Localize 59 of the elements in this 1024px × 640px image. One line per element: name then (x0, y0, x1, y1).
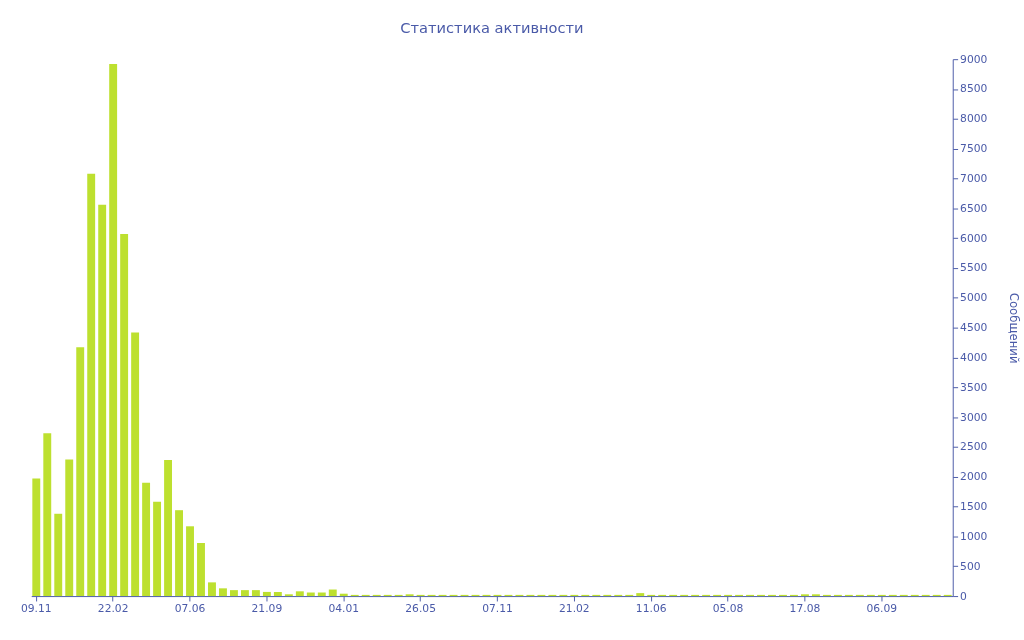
bar (153, 501, 162, 597)
bar (32, 478, 41, 597)
y2-tick-label: 3000 (960, 410, 988, 424)
y2-tick-label: 5000 (960, 291, 988, 305)
x-tick-label: 17.08 (789, 602, 821, 616)
y2-tick-label: 1500 (960, 500, 988, 514)
x-tick-label: 07.06 (174, 602, 206, 616)
bar (251, 590, 260, 597)
x-tick-label: 26.05 (405, 602, 436, 616)
y2-tick-label: 9000 (960, 52, 988, 66)
chart-title: Статистика активности (400, 18, 584, 36)
y2-tick-label: 5500 (960, 261, 988, 275)
bar (295, 591, 304, 597)
bar (120, 233, 129, 597)
y2-tick-label: 8000 (960, 112, 988, 126)
x-tick-label: 04.01 (328, 602, 360, 616)
y2-tick-label: 0 (960, 589, 968, 603)
bar (219, 588, 227, 597)
bar (262, 591, 271, 597)
y2-tick-label: 3500 (960, 380, 988, 394)
x-tick-label: 21.02 (559, 602, 590, 616)
bar (54, 513, 63, 597)
y2-tick-label: 2500 (960, 440, 988, 454)
bar (142, 482, 151, 597)
y2-tick-label: 6000 (960, 231, 988, 245)
x-tick-label: 05.08 (712, 602, 744, 616)
bar (197, 543, 205, 597)
bar (208, 582, 216, 597)
bar (240, 590, 249, 597)
x-tick-label: 06.09 (866, 602, 898, 616)
x-tick-label: 09.11 (20, 602, 52, 616)
y2-tick-label: 500 (960, 559, 981, 573)
bar (109, 63, 118, 597)
bar (43, 433, 52, 597)
x-tick-label: 22.02 (97, 602, 129, 616)
bar (186, 526, 194, 597)
y2-tick-label: 8500 (960, 82, 988, 96)
x-tick-label: 11.06 (635, 602, 667, 616)
y2-axis-title: Сообщений (1006, 292, 1021, 364)
bar (65, 459, 74, 597)
x-tick-label: 07.11 (482, 602, 513, 616)
y2-tick-label: 6500 (960, 201, 988, 215)
bar (164, 460, 173, 597)
bar (76, 347, 85, 597)
y2-tick-label: 4500 (960, 321, 988, 335)
y2-tick-label: 4000 (960, 350, 988, 364)
y2-tick-label: 7000 (960, 171, 988, 185)
bar (273, 591, 282, 597)
y2-tick-label: 7500 (960, 142, 988, 156)
bar (229, 590, 238, 597)
bar (636, 593, 645, 597)
bar (87, 173, 96, 597)
y2-tick-label: 1000 (960, 529, 988, 543)
x-tick-label: 21.09 (251, 602, 283, 616)
y2-tick-label: 2000 (960, 470, 988, 484)
bar (98, 204, 107, 597)
bar (328, 589, 337, 597)
bar (131, 332, 140, 597)
bar (175, 510, 183, 597)
